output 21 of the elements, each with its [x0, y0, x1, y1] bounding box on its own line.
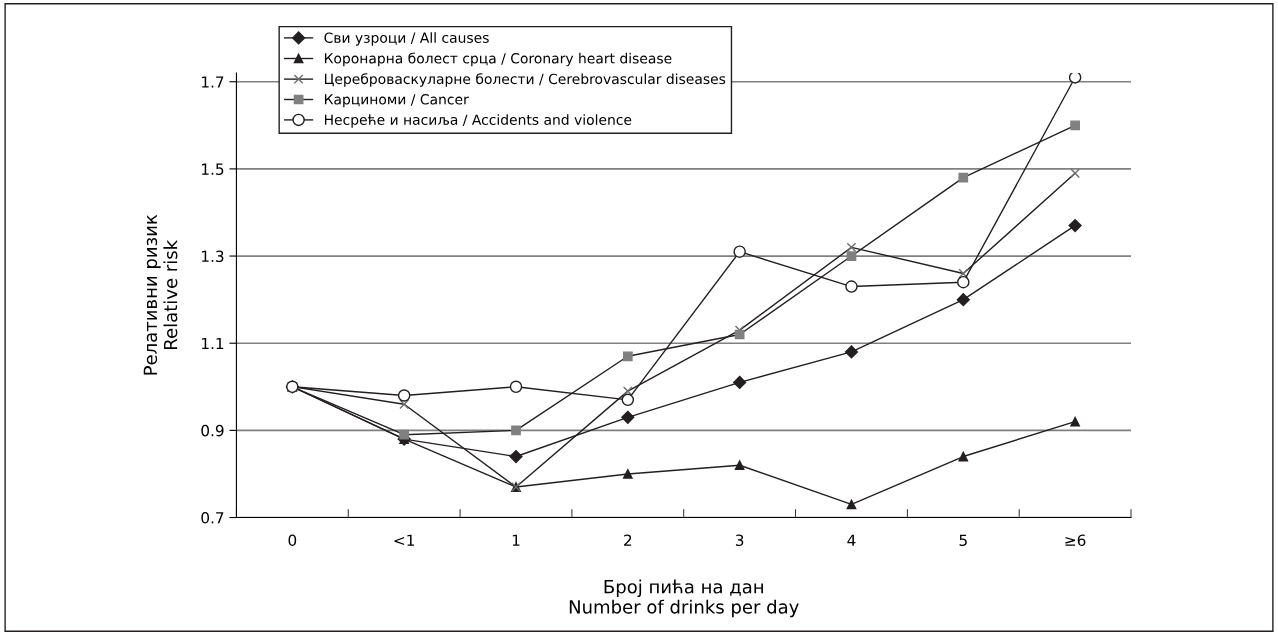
- x-tick-label: 1: [512, 534, 520, 546]
- x-tick-label: ≥6: [1065, 534, 1086, 547]
- x-tick-label: 4: [847, 534, 856, 546]
- x-tick-label: 2: [624, 534, 632, 546]
- x-tick-label: 5: [959, 534, 967, 547]
- legend-label: Цереброваскуларне болести / Cerebrovascular diseases: [324, 73, 726, 87]
- y-tick-label: 1.1: [202, 337, 224, 350]
- x-axis-title: Број пића на дан Number of drinks per day: [569, 579, 799, 618]
- legend-label: Карциноми / Cancer: [324, 94, 469, 108]
- x-tick-label: 3: [735, 534, 744, 547]
- legend-label: Сви узроци / All causes: [324, 32, 489, 46]
- y-tick-label: 0.7: [201, 511, 224, 524]
- legend-label: Коронарна болест срца / Coronary heart disease: [324, 52, 672, 67]
- legend-label: Несреће и насиља / Accidents and violence: [324, 114, 632, 128]
- x-tick-label: <1: [394, 534, 415, 546]
- y-tick-label: 1.3: [202, 250, 224, 263]
- y-axis-title: Релативни ризик Relative risk: [143, 214, 178, 375]
- y-tick-label: 1.7: [202, 76, 224, 88]
- x-tick-label: 0: [288, 534, 297, 547]
- y-tick-label: 0.9: [201, 424, 224, 437]
- y-tick-label: 1.5: [202, 163, 224, 175]
